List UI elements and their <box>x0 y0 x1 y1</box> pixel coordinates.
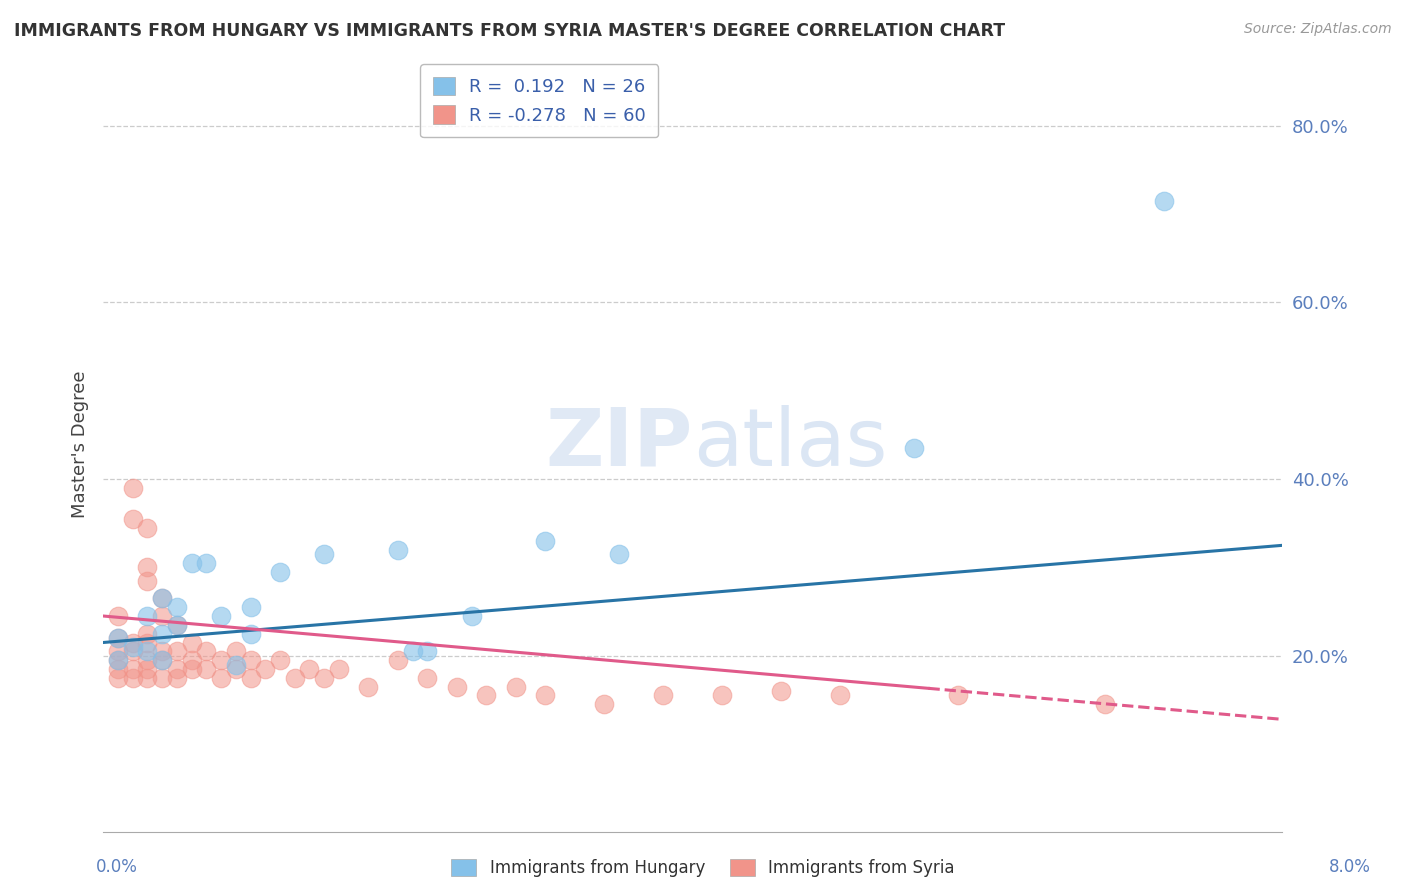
Point <box>209 609 232 624</box>
Point <box>460 609 482 624</box>
Text: ZIP: ZIP <box>546 405 693 483</box>
Point <box>1094 698 1116 712</box>
Point <box>136 644 159 658</box>
Point <box>239 600 262 615</box>
Point <box>239 653 262 667</box>
Point <box>269 653 291 667</box>
Point <box>593 698 616 712</box>
Text: atlas: atlas <box>693 405 887 483</box>
Point <box>166 617 188 632</box>
Point <box>209 653 232 667</box>
Point <box>195 662 218 676</box>
Point <box>314 671 336 685</box>
Point <box>534 689 557 703</box>
Point <box>357 680 380 694</box>
Point <box>136 635 159 649</box>
Point <box>136 521 159 535</box>
Point <box>534 533 557 548</box>
Point <box>121 644 143 658</box>
Point <box>225 644 247 658</box>
Point <box>121 635 143 649</box>
Point <box>107 653 129 667</box>
Point <box>195 556 218 570</box>
Point <box>121 512 143 526</box>
Point <box>107 609 129 624</box>
Point <box>166 600 188 615</box>
Point <box>770 684 793 698</box>
Point <box>136 653 159 667</box>
Point <box>166 617 188 632</box>
Point <box>239 671 262 685</box>
Text: 0.0%: 0.0% <box>96 858 138 876</box>
Point <box>121 481 143 495</box>
Point <box>903 441 925 455</box>
Text: 8.0%: 8.0% <box>1329 858 1371 876</box>
Text: IMMIGRANTS FROM HUNGARY VS IMMIGRANTS FROM SYRIA MASTER'S DEGREE CORRELATION CHA: IMMIGRANTS FROM HUNGARY VS IMMIGRANTS FR… <box>14 22 1005 40</box>
Point <box>166 644 188 658</box>
Point <box>180 556 202 570</box>
Point <box>107 662 129 676</box>
Point <box>136 609 159 624</box>
Legend: Immigrants from Hungary, Immigrants from Syria: Immigrants from Hungary, Immigrants from… <box>444 852 962 884</box>
Point <box>121 662 143 676</box>
Point <box>314 547 336 561</box>
Point <box>828 689 851 703</box>
Point <box>166 662 188 676</box>
Point <box>254 662 277 676</box>
Point <box>652 689 675 703</box>
Point <box>401 644 423 658</box>
Point <box>711 689 734 703</box>
Point <box>607 547 630 561</box>
Point <box>180 653 202 667</box>
Point <box>195 644 218 658</box>
Point <box>107 631 129 645</box>
Y-axis label: Master's Degree: Master's Degree <box>72 370 89 517</box>
Point <box>136 671 159 685</box>
Point <box>387 653 409 667</box>
Point <box>446 680 468 694</box>
Point <box>121 640 143 654</box>
Point <box>416 644 439 658</box>
Legend: R =  0.192   N = 26, R = -0.278   N = 60: R = 0.192 N = 26, R = -0.278 N = 60 <box>420 64 658 137</box>
Point <box>225 657 247 672</box>
Point <box>136 574 159 588</box>
Point <box>136 626 159 640</box>
Point <box>121 671 143 685</box>
Point <box>107 653 129 667</box>
Point <box>150 591 173 606</box>
Point <box>328 662 350 676</box>
Point <box>150 671 173 685</box>
Point <box>150 626 173 640</box>
Point <box>107 644 129 658</box>
Point <box>269 565 291 579</box>
Point <box>946 689 969 703</box>
Point <box>150 653 173 667</box>
Point <box>209 671 232 685</box>
Point <box>284 671 307 685</box>
Point <box>239 626 262 640</box>
Point <box>150 653 173 667</box>
Point <box>505 680 527 694</box>
Point <box>107 671 129 685</box>
Point <box>150 644 173 658</box>
Point <box>107 631 129 645</box>
Point <box>180 635 202 649</box>
Point <box>136 662 159 676</box>
Text: Source: ZipAtlas.com: Source: ZipAtlas.com <box>1244 22 1392 37</box>
Point <box>225 662 247 676</box>
Point <box>136 560 159 574</box>
Point <box>166 671 188 685</box>
Point <box>150 609 173 624</box>
Point <box>387 542 409 557</box>
Point <box>475 689 498 703</box>
Point <box>1153 194 1175 208</box>
Point <box>150 591 173 606</box>
Point <box>180 662 202 676</box>
Point <box>298 662 321 676</box>
Point <box>416 671 439 685</box>
